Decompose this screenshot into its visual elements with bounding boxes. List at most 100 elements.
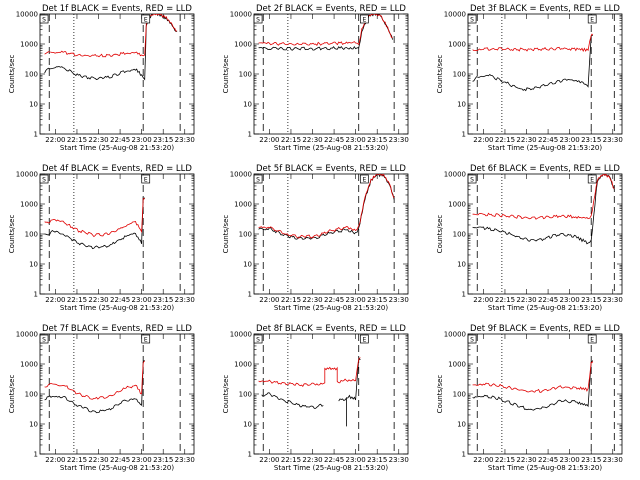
- x-tick-label: 22:15: [495, 136, 515, 144]
- y-tick-label: 100: [453, 71, 466, 79]
- y-axis-label: Counts/sec: [8, 55, 16, 94]
- series-lld: [472, 361, 594, 393]
- panel-title: Det 1f BLACK = Events, RED = LLD: [42, 4, 192, 14]
- x-tick-label: 22:15: [495, 456, 515, 464]
- x-tick-label: 22:45: [110, 456, 130, 464]
- x-axis-label: Start Time (25-Aug-08 21:53:20): [488, 304, 602, 312]
- marker-box-e: [359, 174, 369, 184]
- x-tick-label: 22:45: [324, 296, 344, 304]
- series-events: [472, 174, 615, 245]
- y-tick-label: 100: [453, 391, 466, 399]
- y-tick-label: 1: [34, 131, 38, 139]
- series-events: [44, 14, 178, 81]
- x-tick-label: 23:00: [132, 456, 152, 464]
- y-tick-label: 1: [462, 131, 466, 139]
- y-axis-label: Counts/sec: [222, 55, 230, 94]
- series-lld: [258, 174, 395, 239]
- series-events: [44, 360, 145, 414]
- x-tick-label: 22:45: [324, 456, 344, 464]
- x-tick-label: 22:15: [281, 456, 301, 464]
- y-tick-label: 1: [34, 451, 38, 459]
- series-events: [261, 357, 361, 427]
- panel-title: Det 3f BLACK = Events, RED = LLD: [470, 4, 620, 14]
- x-tick-label: 22:00: [259, 456, 279, 464]
- marker-box-e: [359, 14, 369, 24]
- x-tick-label: 22:00: [473, 296, 493, 304]
- panel-title: Det 6f BLACK = Events, RED = LLD: [470, 164, 620, 174]
- y-tick-label: 10: [243, 261, 252, 269]
- y-tick-label: 100: [239, 71, 252, 79]
- series-events: [472, 360, 594, 411]
- marker-box-s: [39, 334, 49, 344]
- y-tick-label: 10: [243, 101, 252, 109]
- series-group: [258, 357, 361, 427]
- y-axis-label: Counts/sec: [8, 375, 16, 414]
- series-group: [472, 174, 615, 245]
- marker-box-e: [141, 174, 151, 184]
- marker-box-e: [141, 14, 151, 24]
- x-tick-label: 22:30: [88, 136, 108, 144]
- x-tick-label: 22:15: [67, 296, 87, 304]
- y-axis-label: Counts/sec: [436, 55, 444, 94]
- x-tick-label: 22:00: [259, 136, 279, 144]
- marker-label-s: S: [470, 337, 474, 344]
- marker-box-s: [39, 174, 49, 184]
- x-tick-label: 23:30: [389, 296, 409, 304]
- x-tick-label: 23:15: [581, 296, 601, 304]
- plot-frame: [39, 13, 195, 135]
- y-tick-label: 1: [248, 291, 252, 299]
- marker-label-e: E: [144, 337, 148, 344]
- x-tick-label: 22:30: [88, 456, 108, 464]
- x-tick-label: 23:15: [153, 296, 173, 304]
- detector-panel-1: Det 1f BLACK = Events, RED = LLD 1 10 100 10…: [8, 4, 195, 152]
- x-tick-label: 22:15: [67, 136, 87, 144]
- x-tick-label: 22:15: [495, 296, 515, 304]
- y-tick-label: 100: [239, 231, 252, 239]
- y-tick-label: 1000: [448, 361, 466, 369]
- x-tick-label: 22:30: [88, 296, 108, 304]
- series-group: [472, 360, 594, 411]
- marker-box-s: [253, 14, 263, 24]
- marker-box-s: [253, 334, 263, 344]
- marker-label-e: E: [144, 177, 148, 184]
- plot-frame: [253, 173, 409, 295]
- y-tick-label: 1000: [448, 41, 466, 49]
- series-lld: [44, 198, 145, 238]
- panel-title: Det 7f BLACK = Events, RED = LLD: [42, 324, 192, 334]
- series-events: [44, 196, 146, 250]
- x-tick-label: 23:15: [367, 136, 387, 144]
- y-tick-label: 100: [239, 391, 252, 399]
- detector-panel-2: Det 2f BLACK = Events, RED = LLD 1 10 100 10…: [222, 4, 409, 152]
- x-tick-label: 22:15: [281, 136, 301, 144]
- x-tick-label: 22:30: [302, 296, 322, 304]
- y-axis-label: Counts/sec: [222, 215, 230, 254]
- x-tick-label: 22:30: [516, 296, 536, 304]
- y-axis-label: Counts/sec: [436, 215, 444, 254]
- x-tick-label: 23:15: [367, 296, 387, 304]
- panel-title: Det 2f BLACK = Events, RED = LLD: [256, 4, 406, 14]
- x-tick-label: 23:00: [560, 136, 580, 144]
- x-tick-label: 22:45: [538, 296, 558, 304]
- y-tick-label: 10000: [16, 171, 38, 179]
- y-tick-label: 1000: [448, 201, 466, 209]
- y-tick-label: 10: [457, 101, 466, 109]
- y-tick-label: 10000: [230, 11, 252, 19]
- plot-frame: [467, 173, 623, 295]
- x-axis-label: Start Time (25-Aug-08 21:53:20): [60, 144, 174, 152]
- y-tick-label: 10: [457, 261, 466, 269]
- y-tick-label: 100: [25, 71, 38, 79]
- x-tick-label: 22:00: [45, 296, 65, 304]
- marker-label-e: E: [590, 177, 594, 184]
- marker-label-s: S: [256, 337, 260, 344]
- marker-label-e: E: [362, 177, 366, 184]
- detector-panel-3: Det 3f BLACK = Events, RED = LLD 1 10 100 10…: [436, 4, 623, 152]
- plot-frame: [253, 333, 409, 455]
- marker-label-e: E: [362, 17, 366, 24]
- detector-panel-7: Det 7f BLACK = Events, RED = LLD 1 10 100 10…: [8, 324, 195, 472]
- x-tick-label: 23:30: [603, 456, 623, 464]
- y-tick-label: 1: [248, 451, 252, 459]
- x-axis-label: Start Time (25-Aug-08 21:53:20): [274, 144, 388, 152]
- x-tick-label: 23:30: [175, 296, 195, 304]
- x-tick-label: 22:45: [110, 136, 130, 144]
